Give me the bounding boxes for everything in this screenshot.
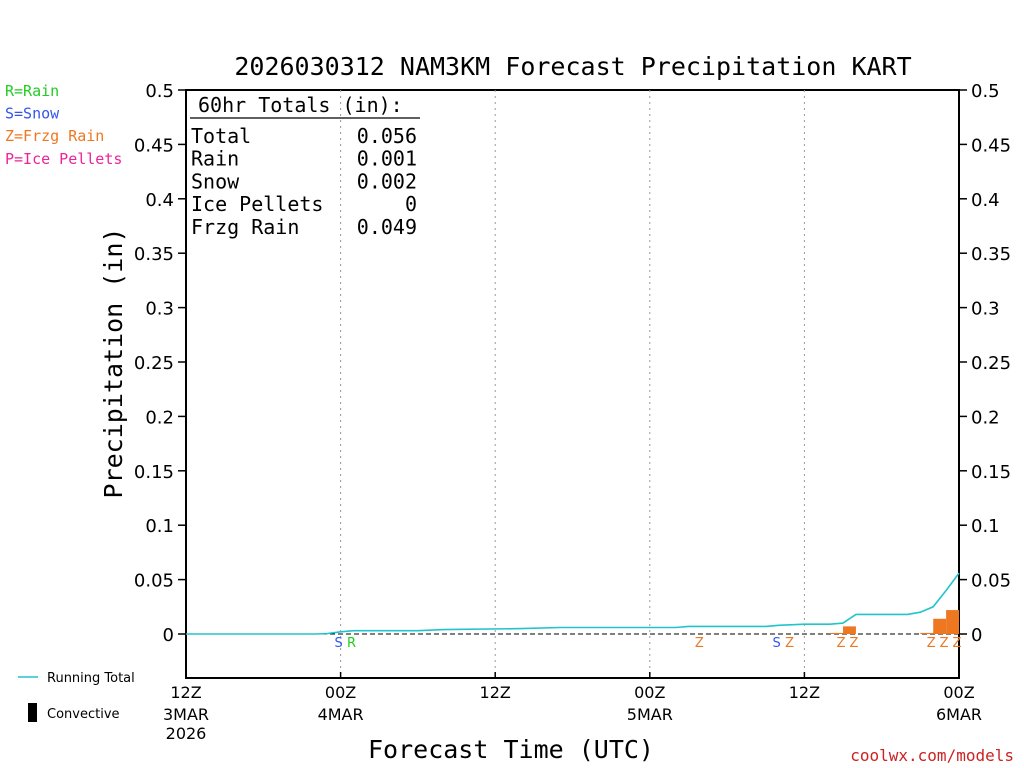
totals-label: Snow	[191, 169, 240, 193]
legend-type-entry: Z=Frzg Rain	[5, 127, 104, 145]
ptype-marker: Z	[953, 636, 962, 651]
legend-convective-label: Convective	[47, 707, 120, 722]
source-credit: coolwx.com/models	[850, 746, 1014, 765]
xtick-date: 3MAR	[163, 705, 209, 724]
running-total-line	[186, 572, 960, 635]
totals-label: Rain	[191, 147, 239, 171]
precip-bar	[843, 626, 856, 634]
y-axis-left: 0.5 0.45 0.4 0.35 0.3 0.25 0.2 0.15 0.1 0.05 0	[134, 81, 186, 646]
x-axis-label: Forecast Time (UTC)	[368, 735, 654, 764]
ptype-marker: R	[347, 636, 356, 651]
xtick-date: 4MAR	[318, 705, 364, 724]
ytick-label-right: 0.35	[971, 244, 1011, 265]
xtick-time: 00Z	[325, 683, 356, 702]
ytick-label-right: 0.45	[971, 135, 1011, 156]
ytick-label-right: 0.2	[971, 407, 1000, 428]
totals-rows: Total 0.056 Rain 0.001 Snow 0.002 Ice Pellets 0…	[191, 124, 417, 239]
ytick-label-left: 0.05	[134, 571, 174, 592]
totals-label: Frzg Rain	[191, 215, 299, 239]
legend-convective-swatch	[28, 703, 37, 722]
xtick-time: 12Z	[170, 683, 201, 702]
totals-value: 0.002	[357, 169, 417, 193]
ptype-marker: S	[773, 636, 781, 651]
totals-value: 0.056	[357, 124, 417, 148]
totals-value: 0	[405, 192, 417, 216]
precip-type-legend: R=Rain S=Snow Z=Frzg Rain P=Ice Pellets	[5, 82, 122, 168]
ptype-marker: Z	[695, 636, 704, 651]
totals-label: Total	[191, 124, 251, 148]
legend-running-label: Running Total	[47, 671, 135, 686]
chart-title: 2026030312 NAM3KM Forecast Precipitation…	[234, 52, 911, 81]
hourly-precip-bars	[830, 610, 959, 634]
ytick-label-left: 0.2	[145, 407, 174, 428]
xtick-date: 5MAR	[627, 705, 673, 724]
ytick-label-left: 0.45	[134, 135, 174, 156]
legend-type-entry: S=Snow	[5, 105, 60, 123]
precip-bar	[946, 610, 959, 634]
y-axis-label: Precipitation (in)	[99, 228, 128, 499]
xtick-year: 2026	[166, 724, 207, 743]
ptype-marker: Z	[849, 636, 858, 651]
totals-label: Ice Pellets	[191, 192, 323, 216]
precip-bar	[830, 632, 844, 634]
ytick-label-left: 0.4	[145, 190, 174, 211]
ytick-label-left: 0.3	[145, 299, 174, 320]
plot-area	[185, 89, 960, 679]
ytick-label-left: 0.5	[145, 81, 174, 102]
ytick-label-right: 0	[971, 625, 982, 646]
ytick-label-left: 0.25	[134, 353, 174, 374]
totals-header: 60hr Totals (in):	[198, 93, 403, 117]
ytick-label-left: 0.35	[134, 244, 174, 265]
totals-box: 60hr Totals (in):	[190, 93, 420, 119]
xtick-date: 6MAR	[936, 705, 982, 724]
ytick-label-right: 0.05	[971, 571, 1011, 592]
ytick-label-left: 0.15	[134, 462, 174, 483]
ytick-label-right: 0.1	[971, 516, 1000, 537]
legend-type-entry: R=Rain	[5, 82, 59, 100]
totals-value: 0.001	[357, 147, 417, 171]
ytick-label-right: 0.15	[971, 462, 1011, 483]
ytick-label-right: 0.3	[971, 299, 1000, 320]
ptype-marker: Z	[837, 636, 846, 651]
xtick-time: 00Z	[634, 683, 665, 702]
precip-bar	[933, 618, 947, 634]
ytick-label-right: 0.5	[971, 81, 1000, 102]
xtick-time: 12Z	[789, 683, 820, 702]
ytick-label-right: 0.4	[971, 190, 1000, 211]
ptype-marker: S	[334, 636, 342, 651]
ptype-marker: Z	[927, 636, 936, 651]
gridlines	[340, 90, 805, 678]
precip-bar	[920, 632, 934, 634]
legend-type-entry: P=Ice Pellets	[5, 150, 122, 168]
xtick-time: 00Z	[943, 683, 974, 702]
xtick-time: 12Z	[480, 683, 511, 702]
ptype-marker: Z	[785, 636, 794, 651]
ptype-marker: Z	[940, 636, 949, 651]
ytick-label-left: 0.1	[145, 516, 174, 537]
y-axis-right: 0.5 0.45 0.4 0.35 0.3 0.25 0.2 0.15 0.1 0.05 0	[959, 81, 1011, 646]
totals-value: 0.049	[357, 215, 417, 239]
ytick-label-left: 0	[163, 625, 174, 646]
ytick-label-right: 0.25	[971, 353, 1011, 374]
line-legend: Running Total Convective	[18, 671, 135, 722]
